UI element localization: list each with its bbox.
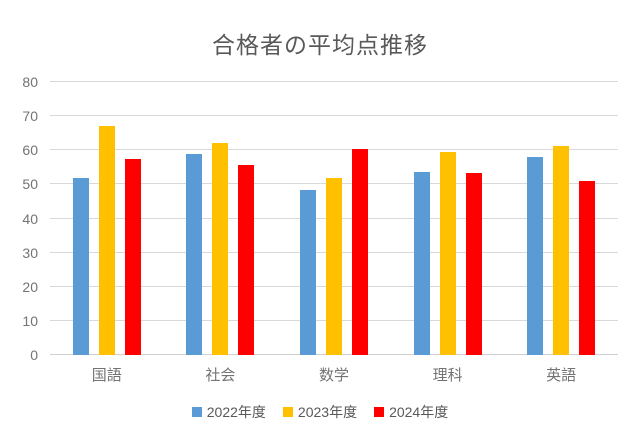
bar-series2-cat3 xyxy=(325,178,342,355)
y-gridline xyxy=(50,149,618,151)
bar-series2-cat5 xyxy=(553,146,570,355)
y-gridline xyxy=(50,81,618,82)
legend-swatch-icon xyxy=(374,407,385,417)
chart-legend: 2022年度 2023年度 2024年度 xyxy=(0,402,640,422)
bar-series3-cat3 xyxy=(351,148,368,355)
bar-series2-cat2 xyxy=(212,143,229,355)
y-tick-label: 10 xyxy=(22,312,38,329)
x-category-label-4: 理科 xyxy=(432,367,463,384)
bar-group-5 xyxy=(504,82,618,355)
bar-group-3 xyxy=(277,82,391,355)
legend-label-3: 2024年度 xyxy=(389,404,449,420)
y-axis: 0 10 20 30 40 50 60 70 80 xyxy=(0,75,38,362)
chart-title: 合格者の平均点推移 xyxy=(212,32,428,58)
bar-series1-cat3 xyxy=(299,190,316,355)
y-tick-label: 80 xyxy=(22,74,38,90)
y-tick-label: 40 xyxy=(22,210,38,227)
x-category-label-2: 社会 xyxy=(205,367,236,384)
bar-series1-cat2 xyxy=(186,153,203,355)
plot-area xyxy=(50,81,618,355)
bar-group-4 xyxy=(391,82,505,355)
y-tick-label: 50 xyxy=(22,176,38,193)
x-category-label-1: 国語 xyxy=(91,367,122,384)
bar-group-2 xyxy=(164,82,278,355)
legend-item-3: 2024年度 xyxy=(374,402,448,422)
y-tick-label: 60 xyxy=(22,142,38,159)
legend-swatch-icon xyxy=(282,407,293,417)
y-tick-label: 20 xyxy=(22,278,38,295)
x-category-label-3: 数学 xyxy=(318,367,349,384)
bar-series3-cat5 xyxy=(579,180,596,355)
legend-swatch-icon xyxy=(191,407,202,417)
bar-series1-cat5 xyxy=(527,157,544,355)
bar-series3-cat2 xyxy=(238,164,255,355)
bar-series3-cat1 xyxy=(124,158,141,355)
x-category-label-5: 英語 xyxy=(546,367,577,384)
legend-item-2: 2023年度 xyxy=(282,402,358,422)
y-tick-label: 0 xyxy=(30,347,38,363)
legend-label-1: 2022年度 xyxy=(206,404,266,420)
y-gridline xyxy=(50,115,618,117)
bar-series3-cat4 xyxy=(465,173,482,355)
bar-series2-cat1 xyxy=(98,126,115,355)
legend-label-2: 2023年度 xyxy=(297,404,358,420)
bar-series1-cat1 xyxy=(72,178,89,355)
bar-series2-cat4 xyxy=(439,151,456,355)
legend-item-1: 2022年度 xyxy=(191,402,266,422)
bar-group-1 xyxy=(50,82,164,355)
x-axis: 国語 社会 数学 理科 英語 xyxy=(50,364,618,385)
y-tick-label: 70 xyxy=(22,108,38,125)
y-tick-label: 30 xyxy=(22,244,38,261)
bar-series1-cat4 xyxy=(413,172,430,355)
